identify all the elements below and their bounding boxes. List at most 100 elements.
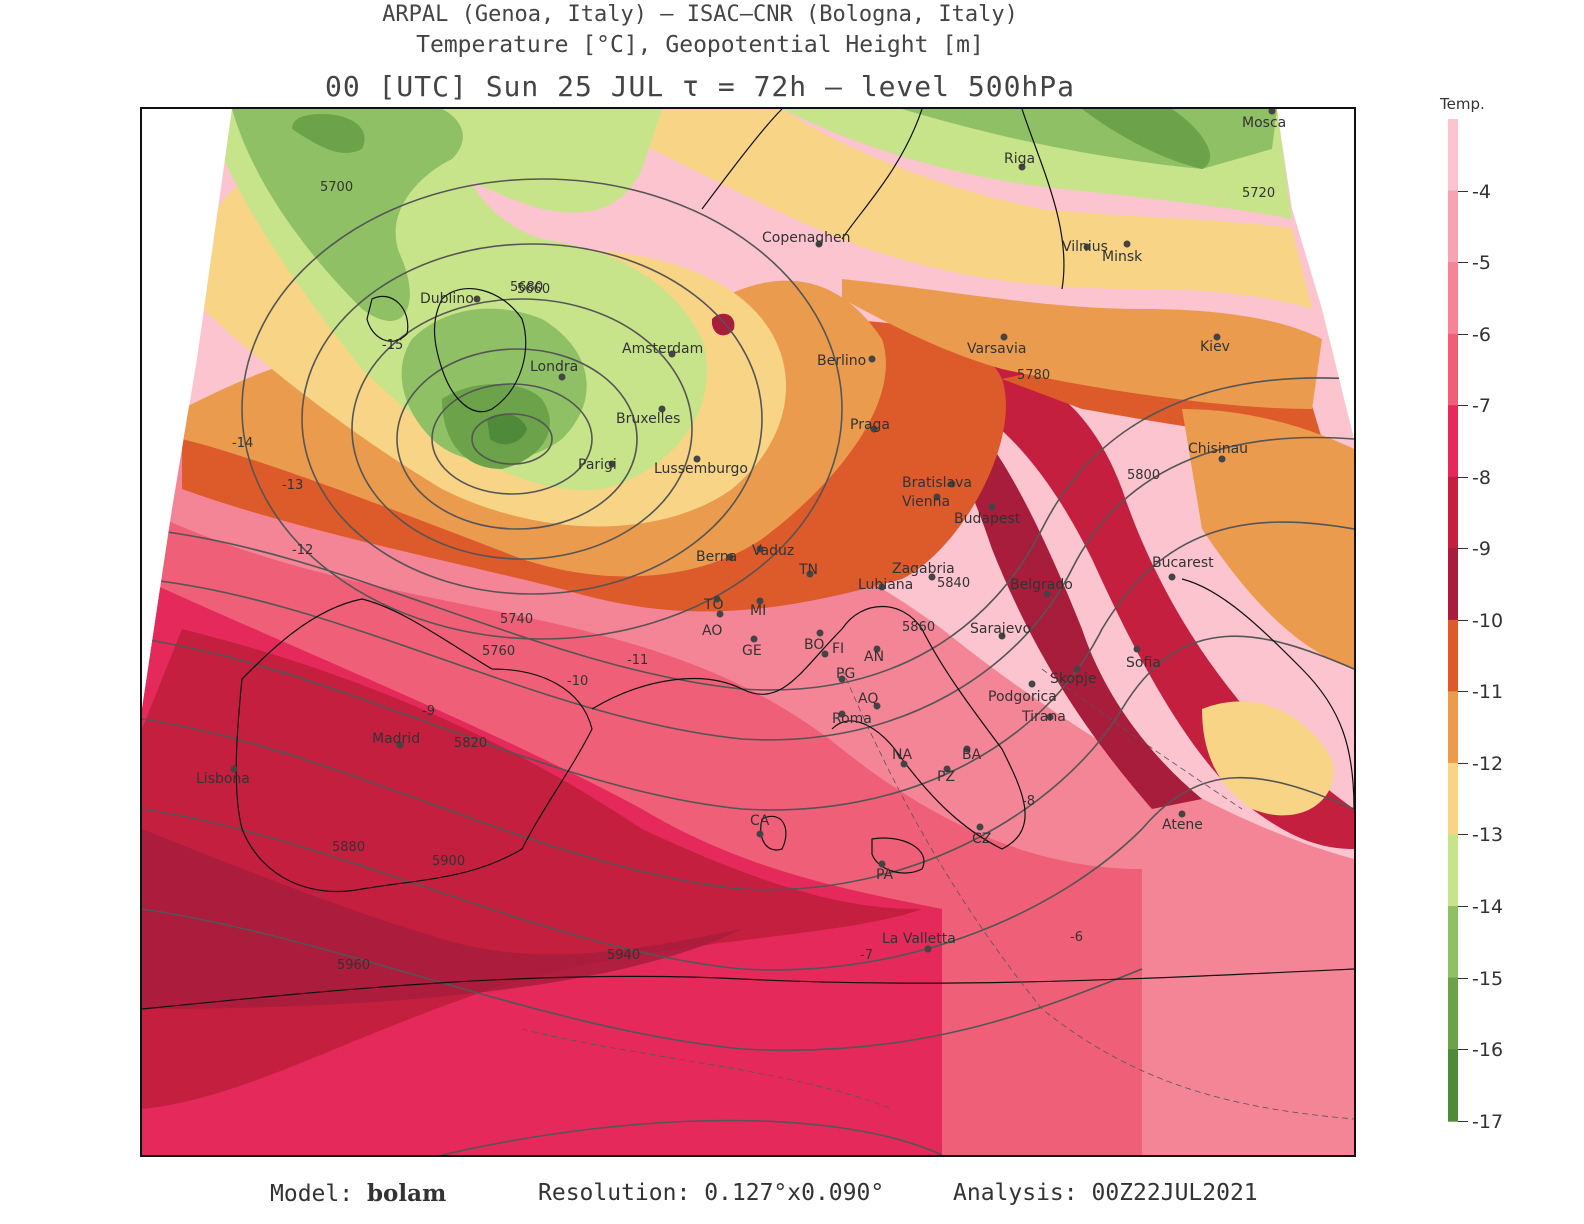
city-kiev[interactable]: Kiev: [1200, 333, 1230, 356]
city-atene[interactable]: Atene: [1162, 810, 1203, 834]
svg-text:Vilnius: Vilnius: [1062, 239, 1108, 255]
city-tn[interactable]: TN: [798, 562, 818, 578]
temperature-legend: Temp. -4 -5 -6 -7 -8 -9 -10 -11 -12 -13 -14 -15 -16 -…: [1430, 95, 1550, 1145]
city-pa[interactable]: PA: [876, 860, 894, 884]
city-berna[interactable]: Berna: [696, 549, 737, 565]
city-lisbona[interactable]: Lisbona: [196, 765, 250, 788]
city-zagabria[interactable]: Zagabria: [892, 561, 955, 581]
legend-swatch: [1448, 977, 1458, 1051]
svg-text:Praga: Praga: [850, 417, 890, 433]
svg-text:PG: PG: [836, 666, 855, 682]
legend-colorbar: [1448, 119, 1458, 1122]
svg-text:Belgrado: Belgrado: [1010, 577, 1073, 593]
city-sofia[interactable]: Sofia: [1126, 645, 1161, 672]
city-praga[interactable]: Praga: [850, 417, 890, 433]
city-vaduz[interactable]: Vaduz: [752, 543, 794, 559]
city-sarajevo[interactable]: Sarajevo: [970, 621, 1031, 640]
city-bruxelles[interactable]: Bruxelles: [616, 405, 680, 428]
city-budapest[interactable]: Budapest: [954, 503, 1021, 528]
city-ca[interactable]: CA: [750, 813, 770, 838]
legend-tick-label: -9: [1458, 538, 1491, 560]
legend-swatch: [1448, 405, 1458, 478]
city-parigi[interactable]: Parigi: [578, 457, 617, 473]
city-ba[interactable]: BA: [962, 745, 982, 764]
city-varsavia[interactable]: Varsavia: [967, 333, 1026, 358]
city-ao[interactable]: AO: [702, 595, 722, 640]
city-copenaghen[interactable]: Copenaghen: [762, 230, 851, 248]
city-aq[interactable]: AQ: [858, 691, 881, 710]
city-roma[interactable]: Roma: [832, 710, 872, 728]
city-chisinau[interactable]: Chisinau: [1188, 441, 1248, 463]
isohypse-label: 5780: [1017, 368, 1050, 383]
city-la-valletta[interactable]: La Valletta: [882, 931, 956, 953]
title-validity: 00 [UTC] Sun 25 JUL τ = 72h – level 500h…: [324, 70, 1075, 103]
svg-text:Riga: Riga: [1004, 151, 1035, 167]
city-londra[interactable]: Londra: [530, 359, 578, 381]
legend-swatch: [1448, 476, 1458, 550]
isotherm-label: -10: [567, 674, 588, 689]
city-mosca[interactable]: Mosca: [1242, 109, 1286, 131]
isotherm-label: -13: [282, 478, 303, 493]
city-bucarest[interactable]: Bucarest: [1152, 555, 1214, 581]
svg-text:Podgorica: Podgorica: [988, 689, 1057, 705]
svg-text:Zagabria: Zagabria: [892, 561, 955, 577]
city-pg[interactable]: PG: [836, 666, 855, 683]
city-podgorica[interactable]: Podgorica: [988, 680, 1057, 706]
city-skopje[interactable]: Skopje: [1050, 665, 1096, 688]
svg-text:TN: TN: [798, 562, 818, 578]
isotherm-label: -8: [1022, 794, 1035, 809]
resolution-value: 0.127°x0.090°: [704, 1180, 885, 1206]
city-dublino[interactable]: Dublino: [420, 291, 481, 307]
isotherm-labels: -15 -14 -13 -12 -11 -10 -9 -8 -7 -6: [232, 338, 1083, 963]
city-berlino[interactable]: Berlino: [817, 353, 876, 369]
svg-text:BA: BA: [962, 747, 982, 763]
svg-text:Varsavia: Varsavia: [967, 341, 1026, 357]
legend-swatch: [1448, 834, 1458, 908]
city-fi[interactable]: FI: [821, 641, 845, 658]
city-amsterdam[interactable]: Amsterdam: [622, 341, 703, 358]
isohypse-label: 5760: [482, 644, 515, 659]
legend-swatch: [1448, 333, 1458, 407]
svg-text:Lisbona: Lisbona: [196, 771, 250, 787]
isohypse-labels: 5680 5660 5700 5720 5740 5760 5780 5800 …: [320, 180, 1275, 973]
city-ge[interactable]: GE: [742, 635, 762, 660]
svg-text:GE: GE: [742, 643, 762, 659]
svg-text:Madrid: Madrid: [372, 731, 420, 747]
svg-text:Vienna: Vienna: [902, 494, 950, 510]
weather-map-canvas: Mosca Riga Vilnius Minsk Copenaghen Dubl…: [142, 109, 1354, 1155]
legend-tick-label: -13: [1457, 824, 1503, 846]
legend-tick-label: -8: [1458, 467, 1491, 489]
model-value: bolam: [366, 1180, 447, 1207]
isohypse-label: 5960: [337, 958, 370, 973]
svg-text:Bratislava: Bratislava: [902, 475, 972, 491]
city-pz[interactable]: PZ: [937, 765, 955, 786]
svg-text:La Valletta: La Valletta: [882, 931, 956, 947]
city-belgrado[interactable]: Belgrado: [1010, 577, 1073, 598]
city-bratislava[interactable]: Bratislava: [902, 475, 972, 491]
isotherm-label: -9: [422, 704, 435, 719]
svg-text:Kiev: Kiev: [1200, 339, 1230, 355]
svg-text:AQ: AQ: [858, 691, 878, 707]
city-cz[interactable]: CZ: [972, 823, 991, 848]
city-minsk[interactable]: Minsk: [1102, 240, 1143, 266]
city-bo[interactable]: BO: [804, 629, 824, 654]
city-an[interactable]: AN: [864, 645, 884, 666]
isohypse-label: 5900: [432, 854, 465, 869]
svg-text:Vaduz: Vaduz: [752, 543, 794, 559]
city-lubiana[interactable]: Lubiana: [858, 577, 913, 593]
svg-text:Tirana: Tirana: [1021, 709, 1066, 725]
svg-text:Lussemburgo: Lussemburgo: [654, 461, 748, 477]
legend-swatch: [1448, 906, 1458, 979]
isohypse-label: 5700: [320, 180, 353, 195]
city-madrid[interactable]: Madrid: [372, 731, 420, 749]
city-tirana[interactable]: Tirana: [1021, 709, 1066, 725]
city-na[interactable]: NA: [892, 747, 912, 768]
legend-tick-label: -4: [1458, 181, 1491, 203]
title-variables: Temperature [°C], Geopotential Height [m…: [416, 32, 984, 58]
city-vilnius[interactable]: Vilnius: [1062, 239, 1108, 255]
city-mi[interactable]: MI: [750, 597, 766, 620]
city-vienna[interactable]: Vienna: [902, 493, 950, 511]
city-lussemburgo[interactable]: Lussemburgo: [654, 455, 748, 478]
isohypse-label: 5860: [902, 620, 935, 635]
city-riga[interactable]: Riga: [1004, 151, 1035, 171]
